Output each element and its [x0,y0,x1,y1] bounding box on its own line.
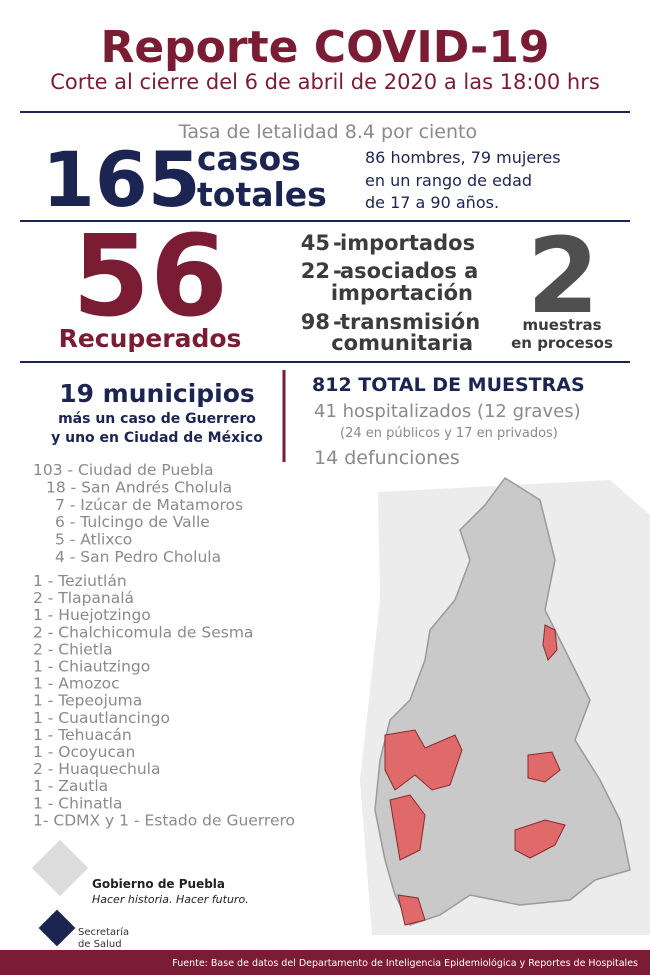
origin-label: importación [331,281,473,305]
map-region [527,751,561,783]
municipality: 103 - Ciudad de Puebla [33,461,213,479]
demographics: 86 hombres, 79 mujeres [365,148,561,167]
municipalities-title: 19 municipios [59,379,255,408]
municipality: 1 - Teziutlán [33,572,127,590]
map-region [397,894,426,926]
hospitalized: 41 hospitalizados (12 graves) [314,401,581,422]
health-name: Secretaría [78,926,129,938]
origin-value: 45 [301,231,330,255]
gov-motto: Hacer historia. Hacer futuro. [92,893,249,906]
pending: 2 [527,215,599,337]
gov-logo [31,839,89,897]
municipality: 5 - Atlixco [55,531,132,549]
tests-total: 812 TOTAL DE MUESTRAS [312,374,585,396]
dash: - [333,231,342,255]
municipality: 1 - Huejotzingo [33,606,151,624]
pending-label: muestras [522,316,601,334]
municipality: 1 - Chinatla [33,794,122,812]
municipality: 1- CDMX y 1 - Estado de Guerrero [33,811,295,829]
map-region [389,794,426,861]
dash: - [333,259,342,283]
dash: - [333,310,342,334]
demographics: de 17 a 90 años. [365,193,499,212]
footer-bar [0,950,650,975]
map-region [514,819,566,859]
municipality: 1 - Ocoyucan [33,743,135,761]
origin-label: comunitaria [331,331,473,355]
cases-label: casos [197,139,301,178]
subtitle: Corte al cierre del 6 de abril de 2020 a… [50,70,600,94]
map-region [542,624,558,661]
municipality: 1 - Zautla [33,777,108,795]
recovered-label: Recuperados [59,324,242,353]
cases: 165 [42,135,201,224]
lethality: Tasa de letalidad 8.4 por ciento [178,121,477,143]
origin-value: 98 [301,310,330,334]
origin-label: importados [340,231,475,255]
municipality: 2 - Chalchicomula de Sesma [33,623,253,641]
municipality: 4 - San Pedro Cholula [55,548,221,566]
municipality: 6 - Tulcingo de Valle [55,513,210,531]
hospital-detail: (24 en públicos y 17 en privados) [340,426,558,441]
deaths: 14 defunciones [314,447,460,469]
title: Reporte COVID-19 [100,22,549,73]
municipality: 18 - San Andrés Cholula [46,478,232,496]
cases-label: totales [197,175,327,214]
gov-name: Gobierno de Puebla [92,877,225,891]
health-logo [38,909,76,947]
pending-label: en procesos [511,334,613,352]
municipality: 2 - Tlapanalá [33,589,134,607]
recovered: 56 [72,212,228,342]
municipality: 1 - Amozoc [33,675,120,693]
origin-label: transmisión [340,310,480,334]
municipality: 2 - Chietla [33,640,113,658]
municipality: 2 - Huaquechula [33,760,160,778]
municipality: 1 - Tepeojuma [33,692,142,710]
footer: Fuente: Base de datos del Departamento d… [172,958,638,969]
origin-value: 22 [301,259,330,283]
municipalities-note: y uno en Ciudad de México [51,430,263,446]
municipalities-note: más un caso de Guerrero [58,411,256,427]
health-name: de Salud [78,939,122,950]
map-region [384,729,463,791]
origin-label: asociados a [340,259,478,283]
map-state [374,476,631,926]
municipality: 1 - Tehuacán [33,726,132,744]
municipality: 1 - Cuautlancingo [33,709,170,727]
municipality: 7 - Izúcar de Matamoros [55,496,243,514]
demographics: en un rango de edad [365,171,532,190]
map [360,476,650,935]
municipality: 1 - Chiautzingo [33,658,150,676]
